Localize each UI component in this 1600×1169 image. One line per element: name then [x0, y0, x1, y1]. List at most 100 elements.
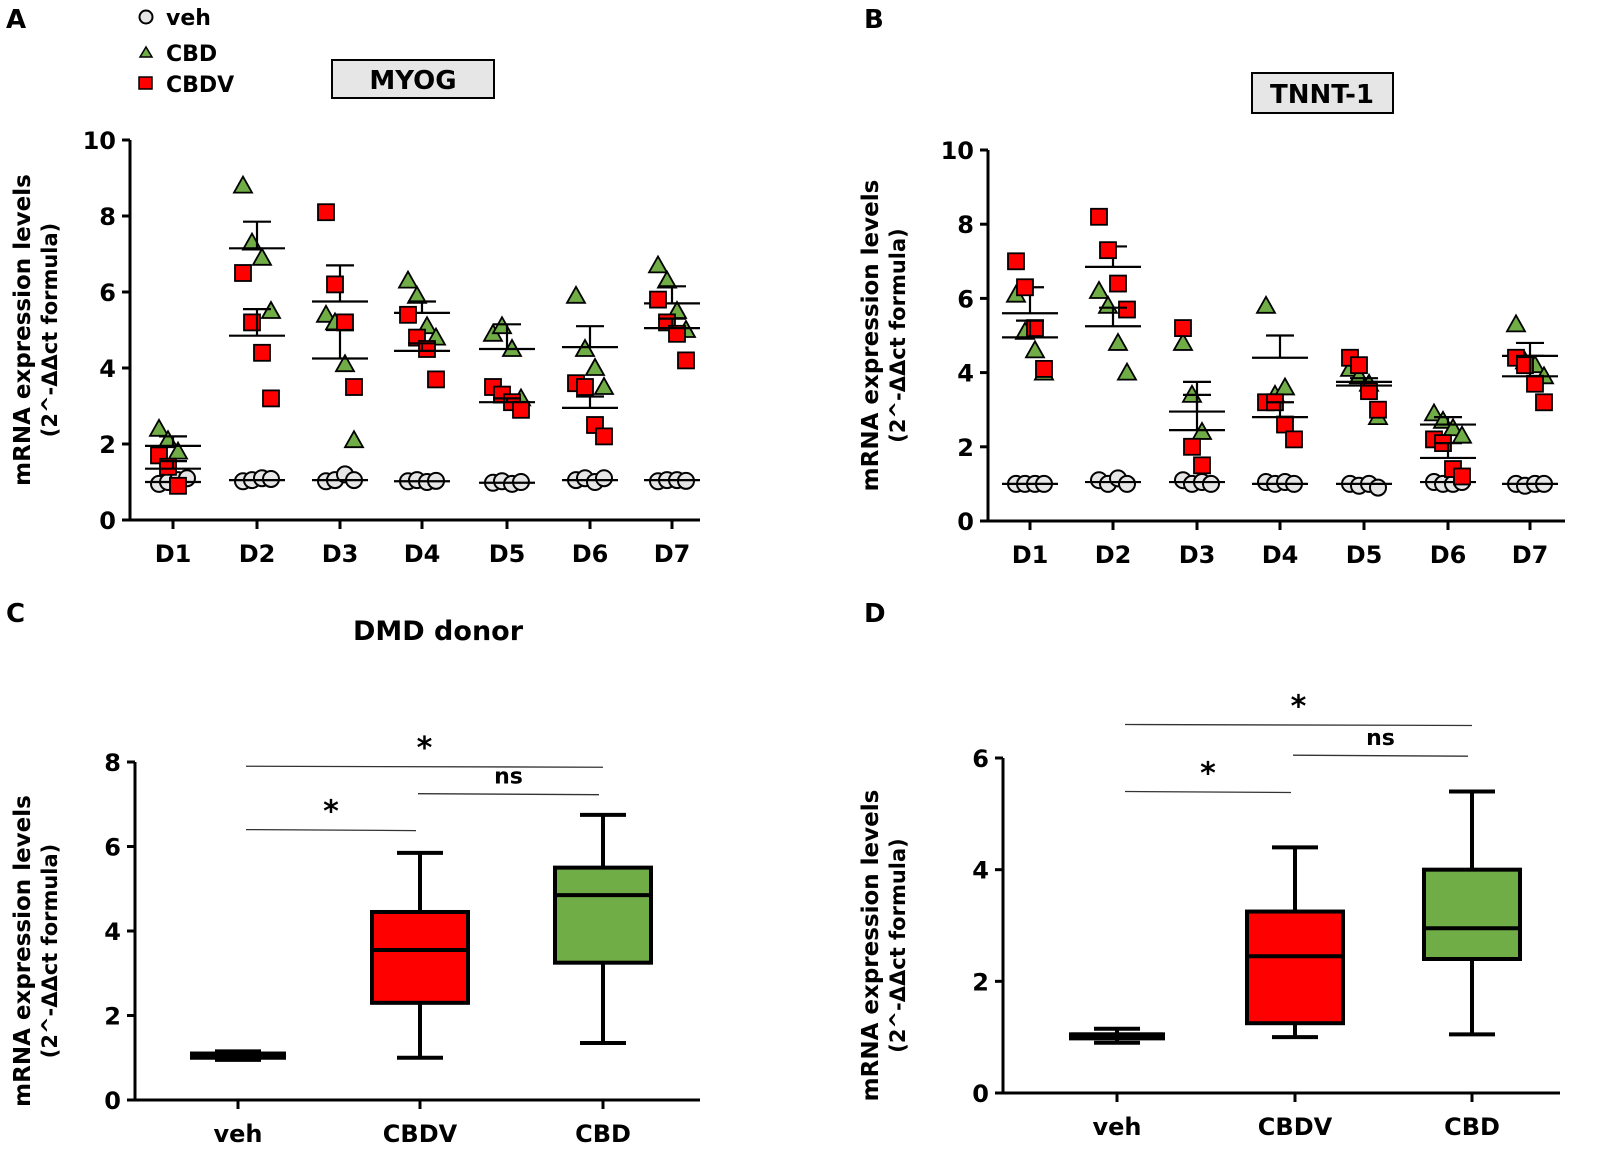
x-tick-label: D7	[1512, 541, 1549, 569]
data-point-cbdv	[1099, 241, 1117, 260]
panel-letter-a: A	[6, 5, 26, 35]
legend: veh CBD CBDV	[138, 6, 234, 98]
y-tick-label: 10	[941, 137, 974, 165]
y-tick-label: 8	[99, 203, 116, 231]
y-axis-label: mRNA expression levels	[10, 795, 36, 1107]
x-tick-label: D1	[155, 540, 192, 568]
series-cbdv	[145, 203, 700, 495]
y-tick-label: 2	[972, 968, 989, 996]
data-point-cbdv	[169, 476, 187, 495]
y-axis-label-formula: (2^-ΔΔct formula)	[38, 223, 62, 438]
series-cbdv	[1002, 207, 1558, 486]
data-point-cbdv	[253, 343, 271, 362]
significance-label: *	[323, 795, 339, 830]
x-tick-label: D4	[1262, 541, 1299, 569]
significance-bracket	[1292, 754, 1469, 757]
x-tick-label: D3	[1179, 541, 1216, 569]
y-tick-label: 4	[957, 360, 974, 388]
significance-bracket	[245, 765, 604, 768]
data-point-cbd	[232, 174, 254, 194]
data-point-cbdv	[1007, 252, 1025, 271]
data-point-cbd	[1097, 294, 1119, 314]
x-tick-label: CBD	[575, 1120, 631, 1148]
series-cbd	[145, 174, 700, 460]
data-point-cbd	[1442, 417, 1464, 437]
x-tick-label: D7	[654, 540, 691, 568]
x-tick-label: veh	[1092, 1113, 1141, 1141]
data-point-cbd	[148, 417, 170, 437]
legend-cbdv-marker	[138, 76, 153, 90]
y-tick-label: 6	[972, 745, 989, 773]
chart-c: 0 2 4 6 8 veh CBDV CBD mRNA expression levels (2^…	[10, 731, 700, 1148]
legend-veh-marker	[138, 9, 154, 25]
y-tick-label: 0	[957, 508, 974, 536]
x-tick-label: D6	[572, 540, 609, 568]
data-point-cbdv	[1035, 359, 1053, 378]
box-iqr	[553, 865, 653, 965]
data-point-cbdv	[1369, 400, 1387, 419]
y-tick-label: 6	[99, 279, 116, 307]
legend-veh-label: veh	[166, 6, 211, 31]
series-veh	[1002, 469, 1558, 497]
y-tick-label: 10	[83, 127, 116, 155]
chart-d: 0 2 4 6 veh CBDV CBD mRNA expression levels (2^-…	[858, 690, 1560, 1141]
x-tick-label: D2	[1095, 541, 1132, 569]
significance-bracket	[1124, 790, 1292, 794]
x-tick-label: CBD	[1444, 1113, 1500, 1141]
data-point-cbd	[1505, 313, 1527, 333]
data-point-cbdv	[1453, 467, 1471, 486]
data-point-cbd	[593, 376, 615, 395]
y-tick-label: 6	[957, 285, 974, 313]
significance-bracket	[245, 828, 417, 832]
x-tick-label: CBDV	[383, 1120, 458, 1148]
data-point-veh	[1202, 474, 1220, 493]
chart-c-title: DMD donor	[353, 616, 524, 647]
data-point-cbdv	[1526, 374, 1544, 393]
x-tick-label: D1	[1012, 541, 1049, 569]
y-tick-label: 4	[99, 355, 116, 383]
box-cbd	[553, 812, 653, 1045]
panel-letter-c: C	[6, 599, 25, 629]
panel-letter-d: D	[864, 599, 886, 629]
data-point-cbd	[334, 353, 356, 373]
data-point-cbd	[397, 269, 419, 289]
data-point-cbdv	[1360, 382, 1378, 401]
series-veh	[145, 465, 700, 493]
y-tick-label: 8	[957, 211, 974, 239]
data-point-cbdv	[262, 389, 280, 408]
data-point-veh	[1118, 474, 1136, 493]
data-point-cbd	[656, 269, 678, 289]
y-tick-label: 2	[99, 431, 116, 459]
legend-cbd-label: CBD	[166, 42, 217, 67]
box-iqr	[1245, 909, 1345, 1026]
y-tick-label: 4	[104, 918, 121, 946]
y-tick-label: 0	[104, 1087, 121, 1115]
significance-bracket	[1124, 723, 1473, 727]
data-point-cbdv	[1535, 393, 1553, 412]
data-point-cbd	[251, 246, 273, 266]
x-tick-label: D4	[404, 540, 441, 568]
significance-label: ns	[494, 765, 523, 790]
data-point-cbd	[584, 357, 606, 376]
legend-cbdv-label: CBDV	[166, 73, 234, 98]
panel-letter-b: B	[864, 5, 884, 35]
data-point-cbdv	[326, 275, 344, 294]
data-point-cbdv	[1118, 300, 1136, 319]
chart-a-title: MYOG	[369, 66, 456, 96]
data-point-cbdv	[427, 370, 445, 389]
significance-label: *	[417, 731, 433, 766]
y-axis-label-formula: (2^-ΔΔct formula)	[886, 228, 910, 443]
significance-label: ns	[1366, 726, 1395, 751]
data-point-cbdv	[234, 264, 252, 282]
title-box-myog: MYOG	[331, 59, 495, 99]
data-point-veh	[262, 469, 280, 488]
data-point-cbd	[315, 303, 337, 323]
data-point-veh	[595, 469, 613, 488]
data-point-cbdv	[1285, 430, 1303, 449]
y-axis-label-formula: (2^-ΔΔct formula)	[886, 838, 910, 1053]
y-axis-label: mRNA expression levels	[10, 174, 36, 486]
box-cbdv	[1245, 845, 1345, 1040]
box-veh	[1069, 1026, 1165, 1045]
x-tick-label: D5	[1346, 541, 1383, 569]
data-point-cbdv	[668, 324, 686, 343]
